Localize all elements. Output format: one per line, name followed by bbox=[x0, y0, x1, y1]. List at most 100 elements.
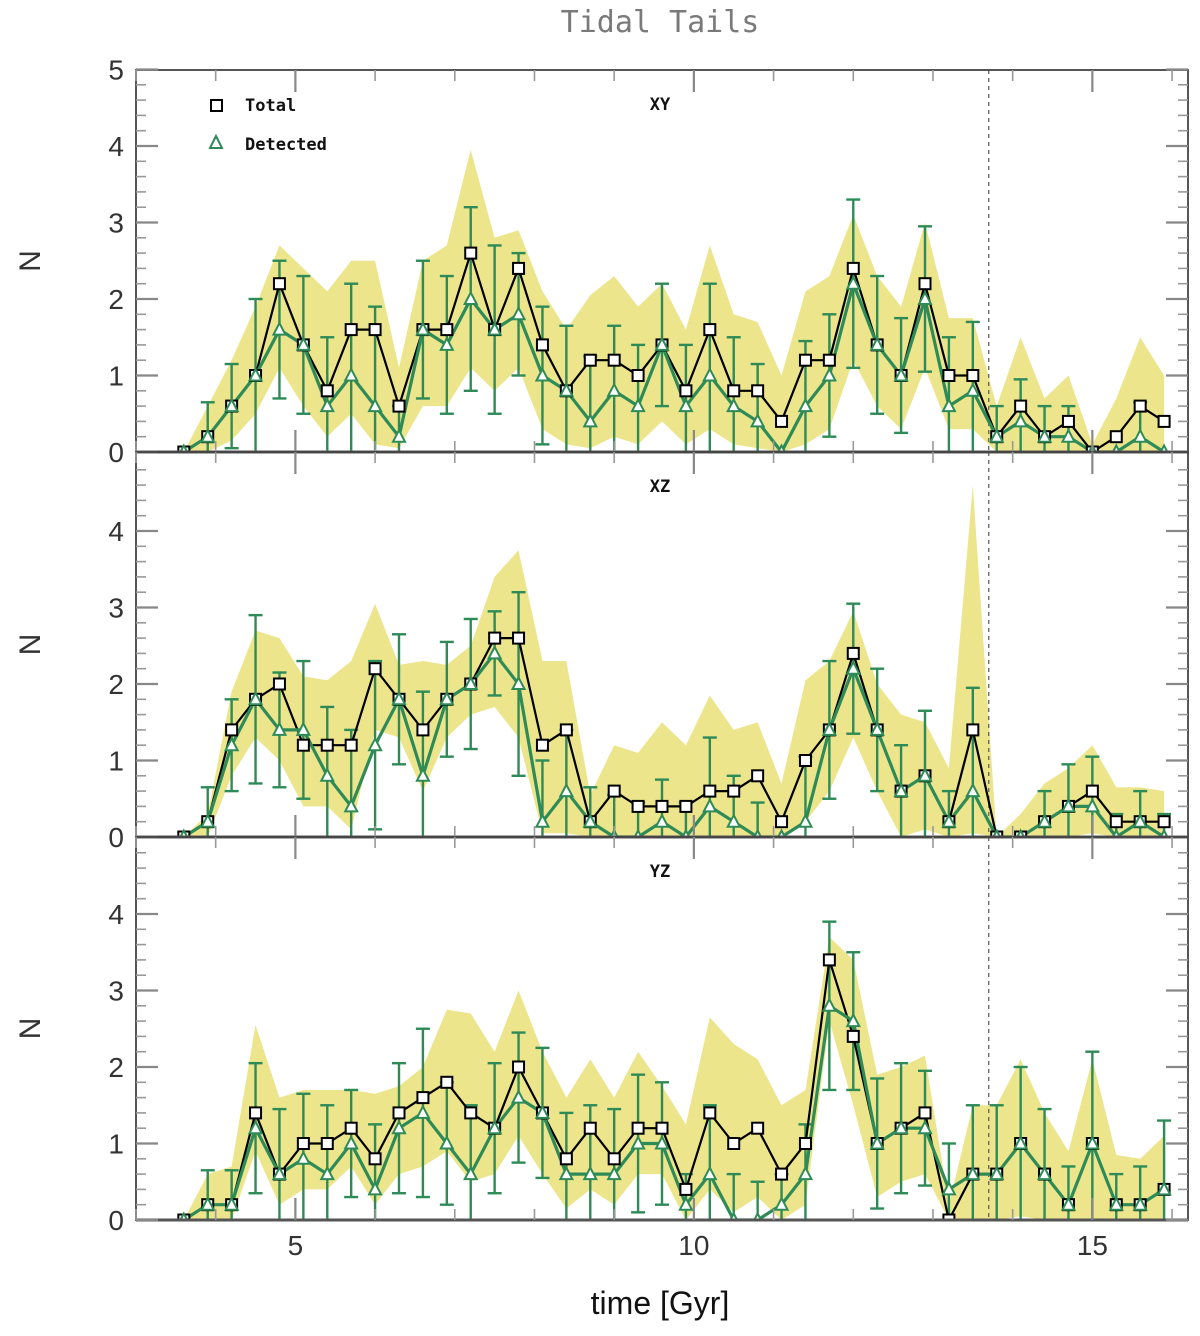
detected-point bbox=[630, 397, 646, 413]
detected-point bbox=[582, 412, 598, 428]
y-tick-label: 0 bbox=[108, 437, 124, 468]
detected-point bbox=[582, 1165, 598, 1181]
detected-point bbox=[534, 813, 551, 828]
detected-point bbox=[463, 675, 479, 690]
legend-detected-marker bbox=[208, 133, 224, 149]
detected-point bbox=[367, 736, 383, 752]
detected-point bbox=[534, 366, 551, 382]
total-point bbox=[679, 384, 693, 398]
total-point bbox=[559, 723, 573, 737]
total-point bbox=[416, 723, 430, 737]
panel-plot-area bbox=[177, 452, 1172, 837]
detected-point bbox=[343, 1134, 359, 1150]
panel-xz: 0 1 2 3 4 XZ N bbox=[14, 451, 1189, 853]
total-point bbox=[1157, 815, 1171, 829]
detected-point bbox=[223, 1196, 240, 1211]
y-tick-label: 5 bbox=[108, 55, 124, 86]
detected-point bbox=[391, 690, 407, 706]
total-point bbox=[703, 784, 717, 798]
detected-point bbox=[917, 767, 933, 782]
detected-point bbox=[941, 1180, 957, 1196]
legend-total-marker bbox=[210, 99, 223, 112]
detected-point bbox=[797, 813, 814, 828]
total-point bbox=[368, 1152, 382, 1166]
total-point bbox=[464, 246, 478, 260]
detected-point bbox=[486, 320, 503, 336]
total-point bbox=[942, 369, 956, 382]
total-point bbox=[272, 677, 286, 691]
detected-point bbox=[415, 320, 431, 336]
panel-label: XY bbox=[650, 95, 671, 115]
detected-point bbox=[965, 1165, 981, 1181]
detected-point bbox=[486, 1119, 503, 1135]
uncertainty-band bbox=[183, 937, 1165, 1220]
detected-point bbox=[223, 736, 240, 752]
total-point bbox=[942, 1213, 956, 1220]
total-point bbox=[344, 738, 358, 752]
panel-plot-area bbox=[177, 837, 1172, 1220]
detected-point bbox=[869, 1134, 885, 1150]
detected-point bbox=[510, 305, 527, 321]
detected-series-line bbox=[182, 650, 1165, 837]
detected-point bbox=[821, 366, 838, 382]
detected-point bbox=[702, 1165, 718, 1181]
detected-point bbox=[630, 1134, 646, 1150]
detected-point bbox=[319, 1165, 335, 1181]
detected-point bbox=[463, 290, 479, 305]
detected-point bbox=[989, 1165, 1005, 1181]
y-tick-label: 4 bbox=[108, 516, 124, 547]
panel-label: XZ bbox=[650, 477, 670, 497]
total-point bbox=[392, 1106, 406, 1120]
y-tick-label: 3 bbox=[108, 208, 124, 239]
total-point bbox=[296, 738, 310, 752]
detected-point bbox=[749, 412, 766, 428]
detected-point bbox=[1132, 1196, 1148, 1211]
detected-point bbox=[821, 997, 838, 1012]
total-point bbox=[966, 369, 980, 382]
detected-point bbox=[1036, 428, 1053, 443]
detected-point bbox=[463, 1165, 479, 1181]
detected-point bbox=[941, 813, 957, 828]
total-point bbox=[440, 323, 454, 337]
total-point bbox=[918, 277, 932, 291]
y-axis-label: N bbox=[14, 1018, 47, 1040]
total-point bbox=[272, 277, 286, 291]
detected-point bbox=[1084, 797, 1101, 813]
detected-point bbox=[319, 767, 335, 782]
total-point bbox=[1014, 399, 1028, 413]
total-point bbox=[798, 1137, 812, 1150]
y-tick-label: 0 bbox=[108, 822, 124, 853]
detected-point bbox=[1036, 1165, 1053, 1181]
total-point bbox=[607, 784, 621, 798]
y-tick-label: 4 bbox=[108, 131, 124, 162]
total-point bbox=[368, 323, 382, 337]
detected-point bbox=[654, 813, 670, 828]
detected-point bbox=[1132, 813, 1148, 828]
legend-total-label: Total bbox=[245, 96, 296, 116]
y-tick-label: 3 bbox=[108, 976, 124, 1007]
detected-point bbox=[295, 336, 312, 351]
total-point bbox=[320, 1137, 334, 1150]
detected-point bbox=[965, 782, 981, 798]
detected-point bbox=[917, 290, 933, 305]
total-point bbox=[320, 738, 334, 752]
total-point bbox=[535, 738, 549, 752]
detected-point bbox=[1012, 412, 1029, 428]
detected-point bbox=[869, 336, 885, 351]
total-point bbox=[249, 1106, 263, 1120]
total-point bbox=[512, 261, 526, 275]
total-point bbox=[440, 1075, 454, 1089]
detected-point bbox=[1060, 797, 1077, 813]
total-point bbox=[822, 953, 836, 967]
total-point bbox=[512, 631, 526, 645]
detected-point bbox=[726, 397, 742, 413]
x-axis-label: time [Gyr] bbox=[591, 1285, 730, 1321]
detected-point bbox=[678, 397, 694, 413]
x-tick-label: 5 bbox=[288, 1230, 304, 1261]
total-point bbox=[751, 769, 765, 783]
uncertainty-band bbox=[183, 149, 1165, 452]
total-point bbox=[918, 1106, 932, 1120]
detected-point bbox=[941, 397, 957, 413]
detected-point bbox=[200, 813, 216, 828]
detected-point bbox=[223, 397, 240, 413]
